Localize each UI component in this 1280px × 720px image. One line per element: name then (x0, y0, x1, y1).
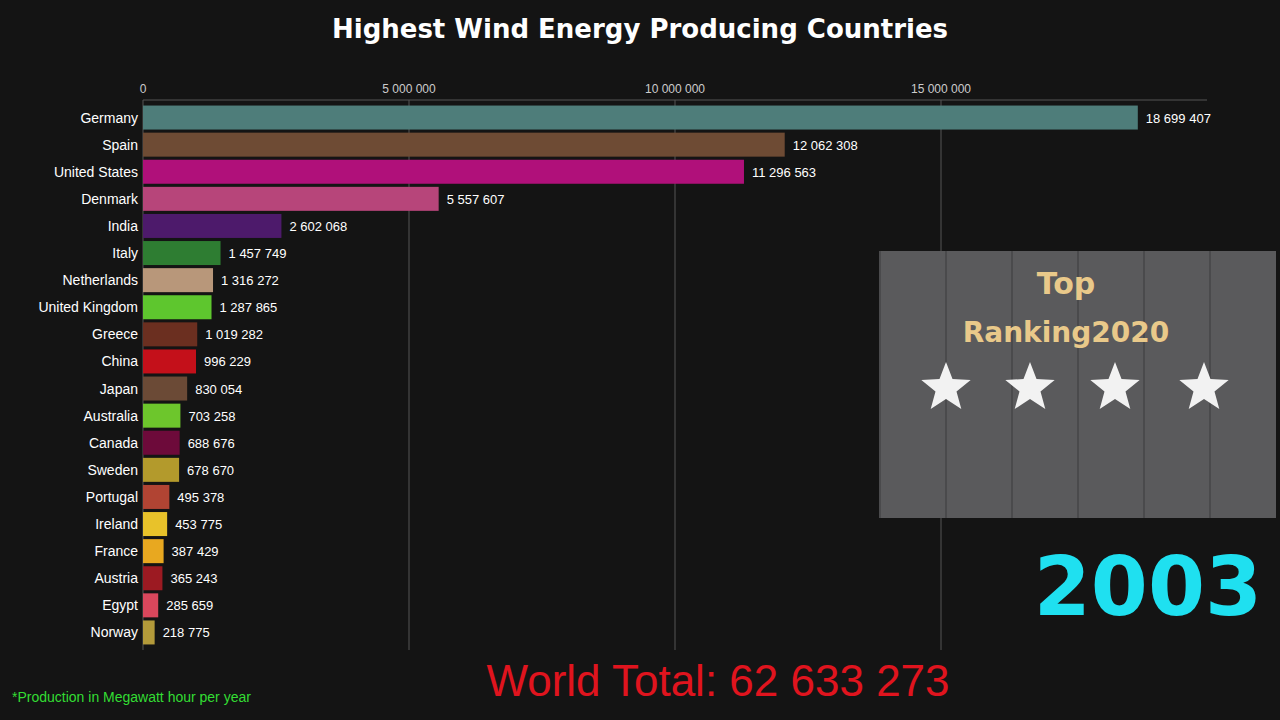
category-label: Ireland (95, 516, 138, 532)
data-label: 1 019 282 (205, 327, 263, 342)
category-label: Austria (94, 570, 138, 586)
bar (143, 187, 439, 211)
data-label: 285 659 (166, 598, 213, 613)
bar (143, 377, 187, 401)
data-label: 2 602 068 (289, 219, 347, 234)
data-label: 11 296 563 (752, 165, 816, 180)
data-label: 1 457 749 (229, 246, 287, 261)
bar (143, 349, 196, 373)
bar (143, 431, 180, 455)
bar (143, 566, 162, 590)
category-label: Spain (102, 137, 138, 153)
data-label: 5 557 607 (447, 192, 505, 207)
category-label: Sweden (87, 462, 138, 478)
logo-text: Top (1037, 266, 1096, 301)
bar (143, 539, 164, 563)
tick-label: 15 000 000 (911, 82, 971, 96)
logo-star (1005, 362, 1054, 409)
background (0, 0, 1280, 720)
bar (143, 485, 169, 509)
data-label: 688 676 (188, 436, 235, 451)
logo-texture (1143, 251, 1145, 518)
bar (143, 593, 158, 617)
title: Highest Wind Energy Producing Countries (332, 14, 948, 44)
footnote: *Production in Megawatt hour per year (12, 689, 251, 705)
logo-text: Ranking2020 (963, 316, 1170, 349)
grid (143, 100, 941, 650)
category-label: Netherlands (63, 272, 139, 288)
data-label: 1 287 865 (220, 300, 278, 315)
bar (143, 512, 167, 536)
year-label: 2003 (1034, 539, 1262, 634)
logo-star (1090, 362, 1139, 409)
bar (143, 404, 180, 428)
data-label: 218 775 (163, 625, 210, 640)
category-label: Denmark (81, 191, 139, 207)
bar (143, 620, 155, 644)
category-label: Norway (91, 624, 138, 640)
tick-label: 10 000 000 (645, 82, 705, 96)
category-label: Germany (80, 110, 138, 126)
bar (143, 106, 1138, 130)
logo-star (1179, 362, 1228, 409)
category-label: Greece (92, 326, 138, 342)
logo-texture (879, 251, 881, 518)
bar (143, 322, 197, 346)
data-label: 1 316 272 (221, 273, 279, 288)
bar (143, 458, 179, 482)
data-label: 453 775 (175, 517, 222, 532)
data-label: 996 229 (204, 354, 251, 369)
category-label: Canada (89, 435, 138, 451)
category-label: Italy (112, 245, 138, 261)
tick-label: 0 (140, 82, 147, 96)
logo-background (880, 251, 1276, 518)
data-label: 18 699 407 (1146, 111, 1211, 126)
data-label: 830 054 (195, 382, 242, 397)
data-label: 678 670 (187, 463, 234, 478)
data-label: 703 258 (188, 409, 235, 424)
world-total: World Total: 62 633 273 (486, 656, 949, 705)
axis-line (143, 100, 1207, 101)
category-label: India (108, 218, 139, 234)
chart: Highest Wind Energy Producing Countries 0… (0, 0, 1280, 720)
category-label: Portugal (86, 489, 138, 505)
data-label: 495 378 (177, 490, 224, 505)
logo-star (921, 362, 970, 409)
bar (143, 214, 281, 238)
category-label: France (94, 543, 138, 559)
logo: Top Ranking2020 (880, 251, 1276, 518)
bar (143, 160, 744, 184)
category-label: Australia (84, 408, 139, 424)
bar (143, 295, 212, 319)
data-label: 12 062 308 (793, 138, 858, 153)
bar (143, 133, 785, 157)
category-label: Japan (100, 381, 138, 397)
category-label: United Kingdom (38, 299, 138, 315)
category-label: United States (54, 164, 138, 180)
bar (143, 241, 221, 265)
category-label: Egypt (102, 597, 138, 613)
data-label: 365 243 (170, 571, 217, 586)
category-label: China (101, 353, 138, 369)
bar (143, 268, 213, 292)
tick-label: 5 000 000 (382, 82, 436, 96)
data-label: 387 429 (172, 544, 219, 559)
